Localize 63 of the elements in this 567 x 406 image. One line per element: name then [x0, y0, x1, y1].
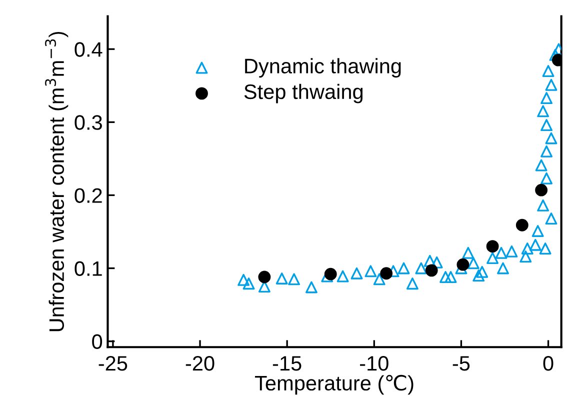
x-tick-label: 0 — [543, 356, 554, 371]
point — [495, 246, 508, 259]
legend-label: Dynamic thawing — [245, 58, 401, 78]
point — [539, 242, 552, 255]
point — [540, 172, 553, 184]
point — [406, 278, 418, 290]
x-tick-label: -5 — [452, 356, 470, 371]
y-tick-label: 0.4 — [74, 42, 102, 57]
y-tick-label: 0.2 — [74, 188, 102, 203]
point — [506, 245, 518, 258]
point — [486, 252, 499, 264]
point — [398, 262, 410, 274]
point — [476, 266, 488, 278]
point — [288, 273, 300, 286]
point — [350, 267, 363, 280]
point — [467, 257, 480, 270]
y-tick-label: 0.1 — [74, 261, 102, 276]
point — [424, 254, 436, 267]
x-tick-label: -15 — [272, 356, 302, 371]
point — [276, 272, 288, 284]
point — [520, 250, 532, 263]
point — [540, 92, 553, 104]
point — [444, 271, 457, 283]
point — [472, 270, 485, 282]
point — [373, 273, 386, 286]
point — [537, 105, 550, 118]
point — [324, 268, 337, 280]
point — [238, 274, 250, 286]
y-tick-label: 0.3 — [74, 115, 102, 130]
point — [540, 119, 553, 132]
point — [516, 218, 528, 232]
point — [456, 258, 470, 271]
x-tick-label: -20 — [186, 356, 214, 371]
point — [535, 159, 548, 172]
point — [497, 262, 509, 274]
point — [364, 265, 377, 278]
point — [430, 256, 443, 268]
x-tick-label: -25 — [98, 356, 128, 371]
point — [545, 212, 558, 225]
point — [415, 262, 428, 274]
point — [529, 238, 542, 251]
point — [521, 242, 534, 255]
point — [380, 267, 393, 280]
point — [425, 264, 438, 277]
point — [540, 145, 553, 158]
point — [242, 278, 255, 290]
point — [440, 271, 452, 283]
x-axis-title: Temperature (℃) — [255, 374, 414, 395]
point — [258, 270, 271, 284]
point — [486, 240, 499, 253]
point — [305, 281, 318, 294]
y-tick-label: 0 — [92, 334, 102, 350]
point — [532, 225, 544, 237]
legend-label: Step thwaing — [244, 84, 363, 104]
point — [545, 132, 558, 144]
point — [336, 270, 349, 282]
point — [545, 78, 558, 91]
x-tick-label: -10 — [360, 356, 388, 371]
point — [537, 199, 550, 212]
y-axis-title: Unfrozen water content (m$^{3}$m$^{−3}$) — [45, 32, 68, 332]
point — [535, 184, 548, 196]
point — [462, 246, 474, 259]
point — [542, 65, 554, 78]
